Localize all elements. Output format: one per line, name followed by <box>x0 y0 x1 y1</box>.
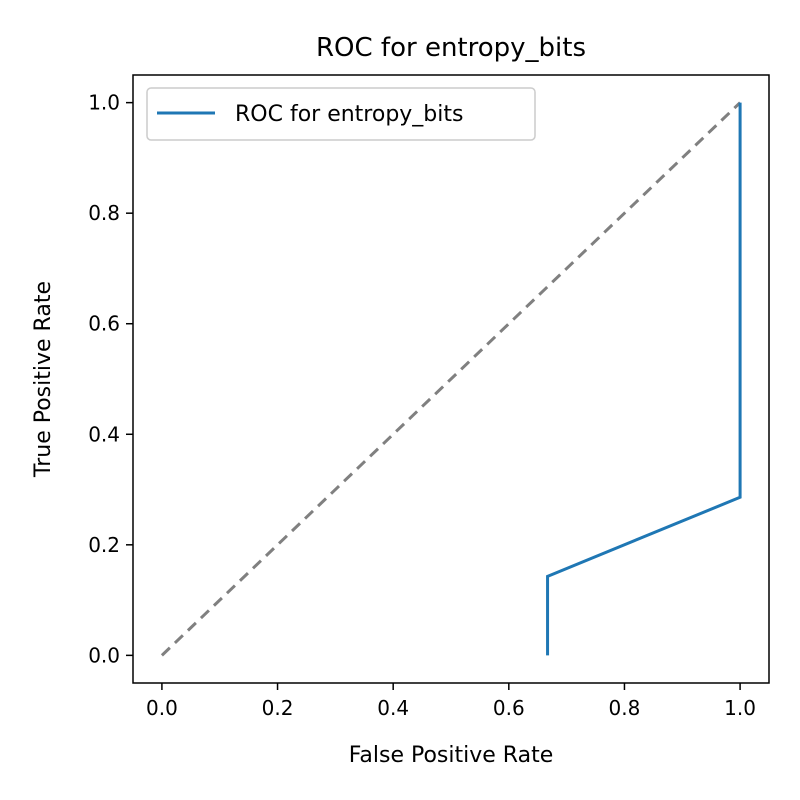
x-tick-label: 0.0 <box>146 696 178 720</box>
y-tick-label: 1.0 <box>88 91 120 115</box>
axis-ticks: 0.0 0.2 0.4 0.6 0.8 1.0 0.0 0.2 0.4 0.6 0.8 1.0 <box>88 91 756 720</box>
y-tick-label: 0.4 <box>88 422 120 446</box>
y-tick-label: 0.2 <box>88 533 120 557</box>
chance-diagonal-line <box>160 101 742 657</box>
x-tick-label: 1.0 <box>724 696 756 720</box>
y-tick-label: 0.0 <box>88 643 120 667</box>
chart-title: ROC for entropy_bits <box>316 33 586 63</box>
legend-label: ROC for entropy_bits <box>235 102 463 127</box>
y-tick-label: 0.6 <box>88 312 120 336</box>
x-tick-label: 0.6 <box>493 696 525 720</box>
legend: ROC for entropy_bits <box>146 87 536 141</box>
plot-area <box>132 74 770 684</box>
x-tick-label: 0.2 <box>262 696 294 720</box>
plot-frame <box>132 74 770 684</box>
legend-box <box>146 87 536 141</box>
x-axis-label: False Positive Rate <box>349 743 553 768</box>
x-tick-label: 0.8 <box>609 696 641 720</box>
y-axis-label: True Positive Rate <box>31 281 56 478</box>
y-tick-label: 0.8 <box>88 201 120 225</box>
x-tick-label: 0.4 <box>377 696 409 720</box>
roc-curve-line <box>546 102 742 656</box>
